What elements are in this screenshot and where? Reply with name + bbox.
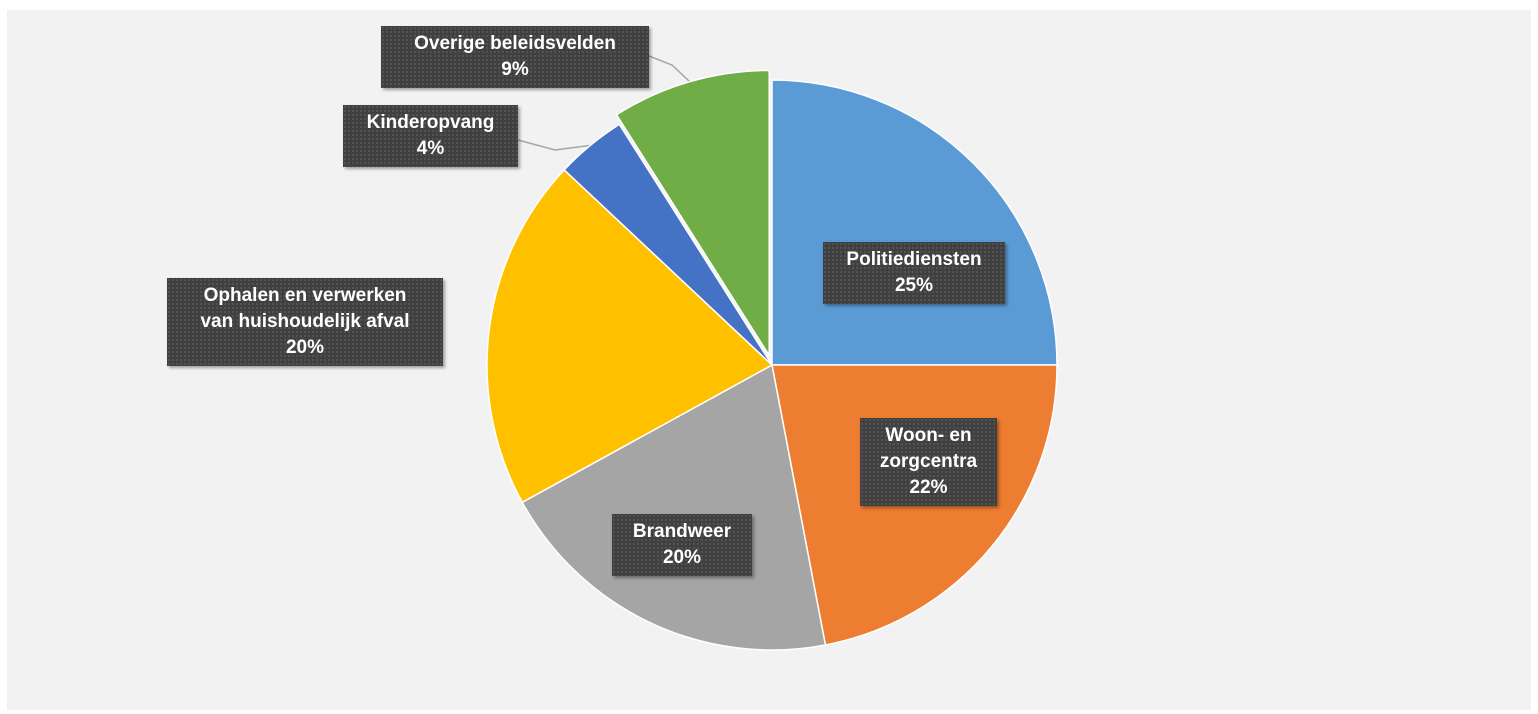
label-kinderopvang: Kinderopvang 4% [343, 105, 518, 167]
leader-line-kinderopvang [517, 139, 591, 151]
label-overige-beleidsvelden-name: Overige beleidsvelden [414, 33, 616, 54]
pie-slice-overige-beleidsvelden [615, 69, 770, 358]
label-woon-en-zorgcentra-line1: Woon- en [885, 425, 972, 446]
pie-slice-politiediensten [771, 79, 1058, 366]
label-overige-beleidsvelden-value: 9% [501, 59, 529, 80]
label-ophalen-afval-value: 20% [285, 337, 325, 358]
chart-area: Politiediensten 25% Woon- en zorgcentra … [7, 10, 1531, 710]
label-brandweer-name: Brandweer [632, 521, 732, 542]
leader-line-overige-beleidsvelden [648, 55, 691, 83]
label-woon-en-zorgcentra: Woon- en zorgcentra 22% [860, 418, 997, 506]
label-woon-en-zorgcentra-line2: zorgcentra [879, 451, 978, 472]
label-overige-beleidsvelden: Overige beleidsvelden 9% [381, 26, 649, 88]
label-kinderopvang-value: 4% [416, 138, 445, 159]
pie-slice-kinderopvang [563, 123, 773, 366]
label-politiediensten-value: 25% [894, 275, 934, 296]
label-kinderopvang-name: Kinderopvang [366, 112, 495, 133]
label-brandweer: Brandweer 20% [612, 514, 752, 576]
pie-slice-brandweer [521, 363, 827, 651]
pie-slice-ophalen-afval [486, 168, 774, 504]
label-politiediensten-name: Politiediensten [846, 249, 982, 270]
label-ophalen-afval-line1: Ophalen en verwerken [203, 285, 407, 306]
label-politiediensten: Politiediensten 25% [823, 242, 1005, 304]
label-brandweer-value: 20% [662, 547, 702, 568]
label-ophalen-afval: Ophalen en verwerken van huishoudelijk a… [167, 278, 443, 366]
label-woon-en-zorgcentra-value: 22% [909, 477, 948, 498]
label-ophalen-afval-line2: van huishoudelijk afval [200, 311, 410, 332]
